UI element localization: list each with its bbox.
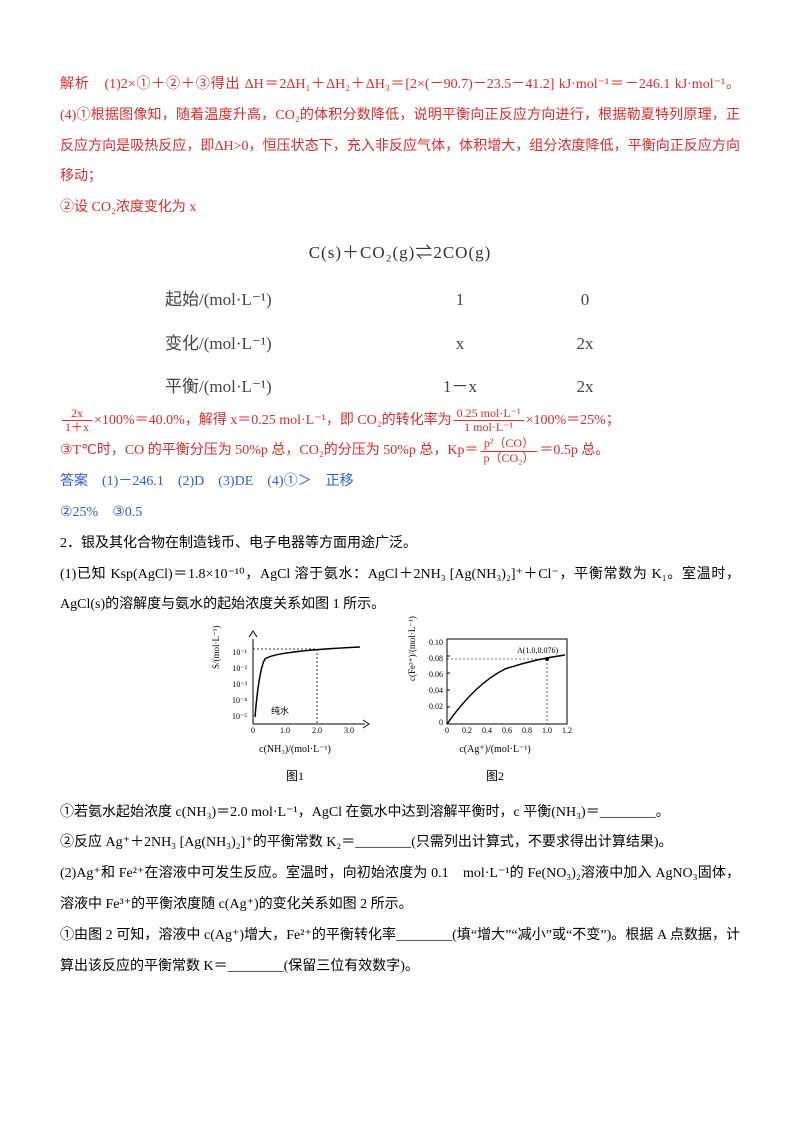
ice-eq-co2: 1－x xyxy=(385,368,535,405)
calc1-text-b: ×100%＝25%； xyxy=(526,413,620,428)
svg-text:0.4: 0.4 xyxy=(482,726,492,735)
calc2-text-a: ③T℃时，CO 的平衡分压为 50%p 总，CO₂的分压为 50%p 总，Kp＝ xyxy=(60,443,479,458)
svg-text:0.6: 0.6 xyxy=(502,726,512,735)
chart1-xlabel: c(NH₃)/(mol·L⁻¹) xyxy=(215,739,375,761)
frac-2-num: 0.25 mol·L⁻¹ xyxy=(454,407,524,421)
frac-1-den: 1＋x xyxy=(62,421,92,434)
chart2-xlabel: c(Ag⁺)/(mol·L⁻¹) xyxy=(405,739,585,761)
chart2-caption: 图2 xyxy=(405,763,585,789)
svg-text:0: 0 xyxy=(251,726,255,735)
svg-text:0.8: 0.8 xyxy=(522,726,532,735)
calc-line-2: ③T℃时，CO 的平衡分压为 50%p 总，CO₂的分压为 50%p 总，Kp＝… xyxy=(60,436,740,467)
svg-text:纯水: 纯水 xyxy=(271,705,289,716)
answer-line2: ②25% ③0.5 xyxy=(60,498,740,529)
svg-text:10⁻²: 10⁻² xyxy=(232,664,247,673)
answer-label: 答案 xyxy=(60,474,88,489)
ice-initial-co: 0 xyxy=(535,281,635,318)
svg-text:10⁻⁵: 10⁻⁵ xyxy=(232,712,247,721)
chart1-ylabel: S/(mol·L⁻¹) xyxy=(207,626,227,669)
svg-text:A(1.0,0.076): A(1.0,0.076) xyxy=(517,646,558,655)
ice-table: 起始/(mol·L⁻¹) 1 0 变化/(mol·L⁻¹) x 2x 平衡/(m… xyxy=(60,281,740,405)
frac-3-num: p²（CO） xyxy=(481,437,538,451)
ice-initial-label: 起始/(mol·L⁻¹) xyxy=(165,281,385,318)
ice-change-label: 变化/(mol·L⁻¹) xyxy=(165,325,385,362)
analysis-part1: (1)2×①＋②＋③得出 ΔH＝2ΔH₁＋ΔH₂＋ΔH₃＝[2×(－90.7)－… xyxy=(60,77,740,184)
chart-2-svg: 0 0.02 0.04 0.06 0.08 0.10 0 0.2 0.4 0.6… xyxy=(405,629,585,739)
frac-2-den: 1 mol·L⁻¹ xyxy=(454,421,524,434)
svg-text:1.0: 1.0 xyxy=(280,726,290,735)
chart2-ylabel: c(Fe³⁺)/(mol·L⁻¹) xyxy=(403,616,423,681)
answer-line1: (1)－246.1 (2)D (3)DE (4)①＞ 正移 xyxy=(102,474,354,489)
q2-sub2: ②反应 Ag⁺＋2NH₃ [Ag(NH₃)₂]⁺的平衡常数 K₂＝_______… xyxy=(60,828,740,859)
calc-line-1: 2x 1＋x ×100%＝40.0%，解得 x＝0.25 mol·L⁻¹，即 C… xyxy=(60,406,740,437)
frac-3-den: p（CO₂） xyxy=(481,452,538,465)
frac-2: 0.25 mol·L⁻¹ 1 mol·L⁻¹ xyxy=(454,407,524,434)
chart-2: 0 0.02 0.04 0.06 0.08 0.10 0 0.2 0.4 0.6… xyxy=(405,629,585,789)
analysis-part2: ②设 CO₂浓度变化为 x xyxy=(60,193,740,224)
svg-text:2.0: 2.0 xyxy=(312,726,322,735)
chart-1: 10⁻⁵ 10⁻⁴ 10⁻³ 10⁻² 10⁻¹ 0 1.0 2.0 3.0 纯… xyxy=(215,629,375,789)
calc1-text-a: ×100%＝40.0%，解得 x＝0.25 mol·L⁻¹，即 CO₂的转化率为 xyxy=(94,413,452,428)
svg-text:10⁻³: 10⁻³ xyxy=(232,680,247,689)
ice-initial-co2: 1 xyxy=(385,281,535,318)
calc2-text-b: ＝0.5p 总。 xyxy=(539,443,609,458)
frac-1: 2x 1＋x xyxy=(62,407,92,434)
ice-change-co2: x xyxy=(385,325,535,362)
svg-text:0: 0 xyxy=(439,718,443,727)
svg-text:0: 0 xyxy=(445,726,449,735)
reaction-equation: C(s)＋CO₂(g)⇌2CO(g) xyxy=(60,234,740,271)
svg-text:10⁻⁴: 10⁻⁴ xyxy=(232,696,247,705)
analysis-block: 解析 (1)2×①＋②＋③得出 ΔH＝2ΔH₁＋ΔH₂＋ΔH₃＝[2×(－90.… xyxy=(60,70,740,193)
q2-p2: (2)Ag⁺和 Fe²⁺在溶液中可发生反应。室温时，向初始浓度为 0.1 mol… xyxy=(60,859,740,921)
equation-area: C(s)＋CO₂(g)⇌2CO(g) xyxy=(60,234,740,271)
svg-text:0.08: 0.08 xyxy=(429,654,443,663)
chart-1-svg: 10⁻⁵ 10⁻⁴ 10⁻³ 10⁻² 10⁻¹ 0 1.0 2.0 3.0 纯… xyxy=(215,629,375,739)
q2-sub3: ①由图 2 可知，溶液中 c(Ag⁺)增大，Fe²⁺的平衡转化率________… xyxy=(60,921,740,983)
frac-1-num: 2x xyxy=(62,407,92,421)
ice-change-co: 2x xyxy=(535,325,635,362)
svg-text:3.0: 3.0 xyxy=(344,726,354,735)
q2-p1: (1)已知 Ksp(AgCl)＝1.8×10⁻¹⁰，AgCl 溶于氨水：AgCl… xyxy=(60,560,740,622)
analysis-label: 解析 xyxy=(60,77,90,92)
svg-text:1.2: 1.2 xyxy=(562,726,572,735)
answer-block: 答案 (1)－246.1 (2)D (3)DE (4)①＞ 正移 xyxy=(60,467,740,498)
svg-text:0.2: 0.2 xyxy=(462,726,472,735)
svg-text:10⁻¹: 10⁻¹ xyxy=(232,648,247,657)
frac-3: p²（CO） p（CO₂） xyxy=(481,437,538,464)
svg-text:0.04: 0.04 xyxy=(429,686,443,695)
svg-text:0.10: 0.10 xyxy=(429,638,443,647)
chart1-caption: 图1 xyxy=(215,763,375,789)
q2-sub1: ①若氨水起始浓度 c(NH₃)＝2.0 mol·L⁻¹，AgCl 在氨水中达到溶… xyxy=(60,798,740,829)
q2-number: 2．银及其化合物在制造钱币、电子电器等方面用途广泛。 xyxy=(60,529,740,560)
charts-row: 10⁻⁵ 10⁻⁴ 10⁻³ 10⁻² 10⁻¹ 0 1.0 2.0 3.0 纯… xyxy=(60,629,740,789)
svg-text:0.02: 0.02 xyxy=(429,702,443,711)
ice-eq-label: 平衡/(mol·L⁻¹) xyxy=(165,368,385,405)
svg-text:0.06: 0.06 xyxy=(429,670,443,679)
ice-eq-co: 2x xyxy=(535,368,635,405)
svg-text:1.0: 1.0 xyxy=(542,726,552,735)
